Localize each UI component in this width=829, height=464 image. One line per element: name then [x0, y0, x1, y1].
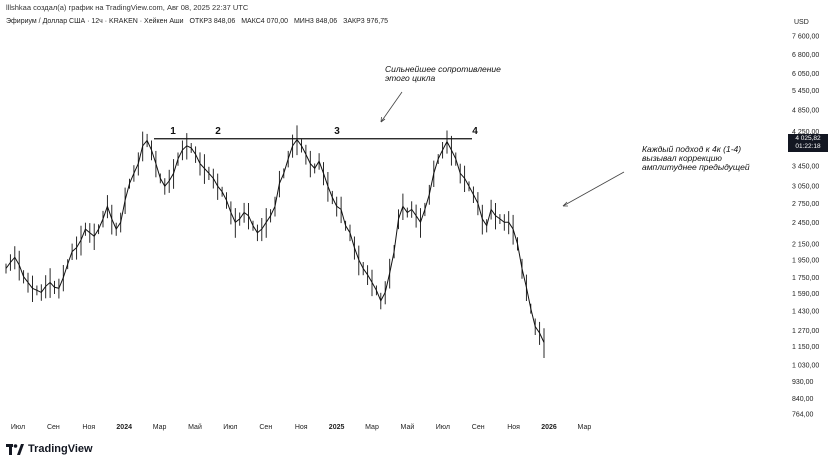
last-price-label: 4 025,82 01:22:18 — [788, 134, 828, 152]
y-tick-label: 1 950,00 — [792, 257, 819, 264]
price-line — [5, 138, 545, 343]
brand-name: TradingView — [28, 443, 93, 455]
x-tick-label: Июл — [436, 424, 450, 431]
last-price-value: 4 025,82 — [795, 135, 821, 142]
symbol-legend: Эфириум / Доллар США · 12ч · KRAKEN · Хе… — [6, 18, 392, 25]
y-tick-label: 1 590,00 — [792, 291, 819, 298]
x-tick-label: Мар — [578, 424, 592, 431]
note-arrow-head — [562, 201, 568, 207]
y-tick-label: 840,00 — [792, 396, 814, 403]
x-tick-label: Июл — [11, 424, 25, 431]
x-tick-label: Мар — [365, 424, 379, 431]
y-tick-label: 1 150,00 — [792, 344, 819, 351]
x-tick-label: Сен — [47, 424, 60, 431]
ohlc-open: ОТКР3 848,06 — [189, 18, 236, 25]
touch-labels: 1 2 3 4 — [170, 126, 478, 137]
resistance-arrow — [380, 91, 403, 123]
symbol-title[interactable]: Эфириум / Доллар США · 12ч · KRAKEN · Хе… — [6, 18, 184, 25]
tradingview-icon — [6, 443, 24, 455]
x-tick-label: Май — [188, 423, 202, 431]
x-tick-label: Сен — [472, 424, 485, 431]
x-tick-label: Мар — [153, 424, 167, 431]
x-tick-label: Ноя — [507, 424, 520, 431]
y-tick-label: 7 600,00 — [792, 34, 819, 41]
touch-label-1: 1 — [170, 126, 176, 137]
touch-label-3: 3 — [334, 126, 340, 137]
y-tick-label: 1 030,00 — [792, 362, 819, 369]
ohlc-high: МАКС4 070,00 — [241, 18, 289, 25]
ohlc-low: МИН3 848,06 — [293, 18, 338, 25]
y-tick-label: 2 150,00 — [792, 241, 819, 248]
y-tick-label: 1 270,00 — [792, 328, 819, 335]
x-tick-label: 2025 — [329, 424, 345, 431]
y-axis[interactable]: 7 600,00 6 800,00 6 050,00 5 450,00 4 850,00… — [792, 34, 819, 419]
y-tick-label: 6 050,00 — [792, 71, 819, 78]
tradingview-logo[interactable]: TradingView — [6, 443, 93, 455]
y-tick-label: 4 850,00 — [792, 107, 819, 114]
y-tick-label: 1 750,00 — [792, 275, 819, 282]
currency-label: USD — [794, 19, 809, 26]
touch-label-4: 4 — [472, 126, 478, 137]
x-tick-label: 2024 — [116, 424, 132, 431]
note-line3: амплитуднее предыдущей — [642, 162, 750, 172]
y-tick-label: 6 800,00 — [792, 52, 819, 59]
resistance-arrow-head — [380, 116, 386, 123]
y-tick-label: 2 450,00 — [792, 220, 819, 227]
y-tick-label: 5 450,00 — [792, 88, 819, 95]
y-tick-label: 2 750,00 — [792, 201, 819, 208]
y-tick-label: 1 430,00 — [792, 308, 819, 315]
price-series — [5, 125, 545, 358]
x-tick-label: Май — [401, 423, 415, 431]
note-arrow — [562, 171, 625, 207]
resistance-annotation-line2: этого цикла — [385, 73, 435, 83]
x-tick-label: 2026 — [541, 424, 557, 431]
x-tick-label: Ноя — [295, 424, 308, 431]
bar-timer: 01:22:18 — [795, 143, 821, 150]
x-tick-label: Июл — [223, 424, 237, 431]
y-tick-label: 3 050,00 — [792, 184, 819, 191]
x-tick-label: Ноя — [82, 424, 95, 431]
x-tick-label: Сен — [259, 424, 272, 431]
note-line1: Каждый подход к 4к (1-4) — [642, 144, 741, 154]
y-tick-label: 4 250,00 — [792, 129, 819, 136]
y-tick-label: 764,00 — [792, 412, 814, 419]
x-axis[interactable]: Июл Сен Ноя 2024 Мар Май Июл Сен Ноя 2025 Мар Май Ию… — [11, 423, 591, 431]
resistance-annotation-line1: Сильнейшее сопротивление — [385, 64, 501, 74]
touch-label-2: 2 — [215, 126, 221, 137]
y-tick-label: 930,00 — [792, 379, 814, 386]
note-line2: вызывал коррекцию — [642, 153, 722, 163]
y-tick-label: 3 450,00 — [792, 163, 819, 170]
author-line: lllshkaa создал(а) график на TradingView… — [6, 3, 249, 12]
ohlc-close: ЗАКР3 976,75 — [343, 18, 388, 25]
